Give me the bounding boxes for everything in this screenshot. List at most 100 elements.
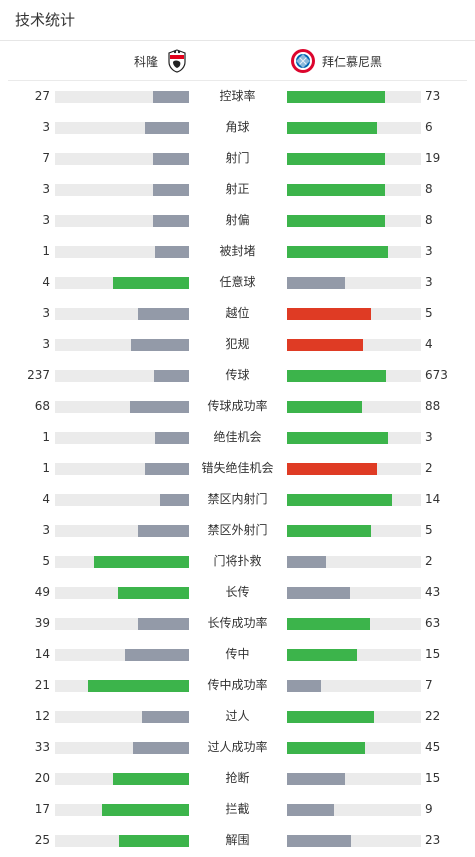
away-stat-bar-fill bbox=[287, 370, 386, 382]
stat-label: 越位 bbox=[225, 306, 250, 320]
stat-row: 21 传中成功率 7 bbox=[0, 670, 475, 701]
away-stat-bar-fill bbox=[287, 649, 357, 661]
home-stat-bar-fill bbox=[153, 153, 189, 165]
away-stat-value: 3 bbox=[425, 430, 433, 444]
home-stat-value: 20 bbox=[34, 771, 50, 785]
home-stat-value: 4 bbox=[42, 492, 50, 506]
away-stat-bar-fill bbox=[287, 463, 377, 475]
away-stat-value: 8 bbox=[425, 182, 433, 196]
home-stat-value: 39 bbox=[34, 616, 50, 630]
stat-row: 20 抢断 15 bbox=[0, 763, 475, 794]
away-stat-value: 15 bbox=[425, 647, 441, 661]
away-team[interactable]: 拜仁慕尼黑 bbox=[290, 41, 382, 81]
away-stat-bar bbox=[287, 339, 421, 351]
home-stat-value: 12 bbox=[34, 709, 50, 723]
away-stat-bar-fill bbox=[287, 742, 365, 754]
away-stat-value: 88 bbox=[425, 399, 441, 413]
stat-label: 射偏 bbox=[225, 213, 250, 227]
home-stat-bar bbox=[55, 432, 189, 444]
away-stat-bar-fill bbox=[287, 246, 388, 258]
away-stat-bar bbox=[287, 773, 421, 785]
away-stat-value: 4 bbox=[425, 337, 433, 351]
home-stat-bar bbox=[55, 618, 189, 630]
away-stat-bar bbox=[287, 742, 421, 754]
stat-row: 27 控球率 73 bbox=[0, 81, 475, 112]
away-stat-bar bbox=[287, 91, 421, 103]
away-stat-value: 15 bbox=[425, 771, 441, 785]
home-stat-bar-fill bbox=[118, 587, 189, 599]
home-stat-bar bbox=[55, 525, 189, 537]
home-stat-bar-fill bbox=[154, 370, 189, 382]
away-stat-bar-fill bbox=[287, 773, 345, 785]
away-stat-bar-fill bbox=[287, 91, 385, 103]
home-stat-value: 7 bbox=[42, 151, 50, 165]
teams-header: 科隆 拜仁慕尼黑 bbox=[0, 41, 475, 81]
stat-label: 传中 bbox=[225, 647, 250, 661]
away-stat-bar bbox=[287, 556, 421, 568]
away-stat-bar bbox=[287, 494, 421, 506]
home-stat-bar-fill bbox=[125, 649, 189, 661]
stat-label: 角球 bbox=[225, 120, 250, 134]
home-stat-bar bbox=[55, 649, 189, 661]
home-team[interactable]: 科隆 bbox=[134, 41, 190, 81]
away-stat-value: 5 bbox=[425, 523, 433, 537]
away-stat-value: 73 bbox=[425, 89, 441, 103]
away-stat-bar-fill bbox=[287, 184, 385, 196]
home-stat-bar-fill bbox=[153, 91, 189, 103]
home-stat-value: 4 bbox=[42, 275, 50, 289]
away-stat-bar bbox=[287, 711, 421, 723]
stat-row: 17 拦截 9 bbox=[0, 794, 475, 825]
away-stat-bar bbox=[287, 432, 421, 444]
stat-row: 1 被封堵 3 bbox=[0, 236, 475, 267]
stat-label: 抢断 bbox=[225, 771, 250, 785]
home-stat-bar-fill bbox=[138, 308, 189, 320]
home-stat-bar bbox=[55, 494, 189, 506]
away-stat-bar bbox=[287, 618, 421, 630]
away-stat-bar-fill bbox=[287, 401, 362, 413]
home-stat-bar-fill bbox=[130, 401, 189, 413]
away-stat-bar-fill bbox=[287, 835, 351, 847]
away-stat-bar-fill bbox=[287, 277, 345, 289]
away-stat-bar bbox=[287, 153, 421, 165]
home-stat-value: 1 bbox=[42, 461, 50, 475]
away-stat-value: 5 bbox=[425, 306, 433, 320]
stat-label: 错失绝佳机会 bbox=[201, 461, 274, 475]
home-stat-bar-fill bbox=[119, 835, 189, 847]
home-stat-bar bbox=[55, 370, 189, 382]
home-stat-bar bbox=[55, 680, 189, 692]
home-stat-value: 3 bbox=[42, 523, 50, 537]
stat-row: 1 错失绝佳机会 2 bbox=[0, 453, 475, 484]
home-stat-bar bbox=[55, 339, 189, 351]
stat-label: 禁区内射门 bbox=[207, 492, 268, 506]
home-stat-value: 3 bbox=[42, 306, 50, 320]
away-stat-bar bbox=[287, 463, 421, 475]
home-stat-bar-fill bbox=[113, 277, 189, 289]
stat-label: 传球 bbox=[225, 368, 250, 382]
home-stat-value: 237 bbox=[27, 368, 50, 382]
away-stat-value: 6 bbox=[425, 120, 433, 134]
home-stat-bar bbox=[55, 184, 189, 196]
home-stat-value: 3 bbox=[42, 213, 50, 227]
away-stat-bar-fill bbox=[287, 711, 374, 723]
stat-row: 68 传球成功率 88 bbox=[0, 391, 475, 422]
away-stat-value: 43 bbox=[425, 585, 441, 599]
away-stat-value: 23 bbox=[425, 833, 441, 847]
away-stat-value: 7 bbox=[425, 678, 433, 692]
home-stat-bar-fill bbox=[160, 494, 189, 506]
away-stat-bar-fill bbox=[287, 339, 363, 351]
home-stat-value: 33 bbox=[34, 740, 50, 754]
home-stat-bar bbox=[55, 215, 189, 227]
home-stat-bar bbox=[55, 277, 189, 289]
home-stat-bar bbox=[55, 556, 189, 568]
away-stat-bar bbox=[287, 122, 421, 134]
home-stat-bar bbox=[55, 463, 189, 475]
stat-row: 1 绝佳机会 3 bbox=[0, 422, 475, 453]
fc-koln-crest-icon bbox=[168, 49, 186, 73]
home-stat-value: 1 bbox=[42, 430, 50, 444]
stat-label: 长传 bbox=[225, 585, 250, 599]
away-stat-bar-fill bbox=[287, 494, 392, 506]
stat-label: 拦截 bbox=[225, 802, 250, 816]
away-stat-value: 63 bbox=[425, 616, 441, 630]
away-stat-bar bbox=[287, 401, 421, 413]
away-stat-bar-fill bbox=[287, 618, 370, 630]
